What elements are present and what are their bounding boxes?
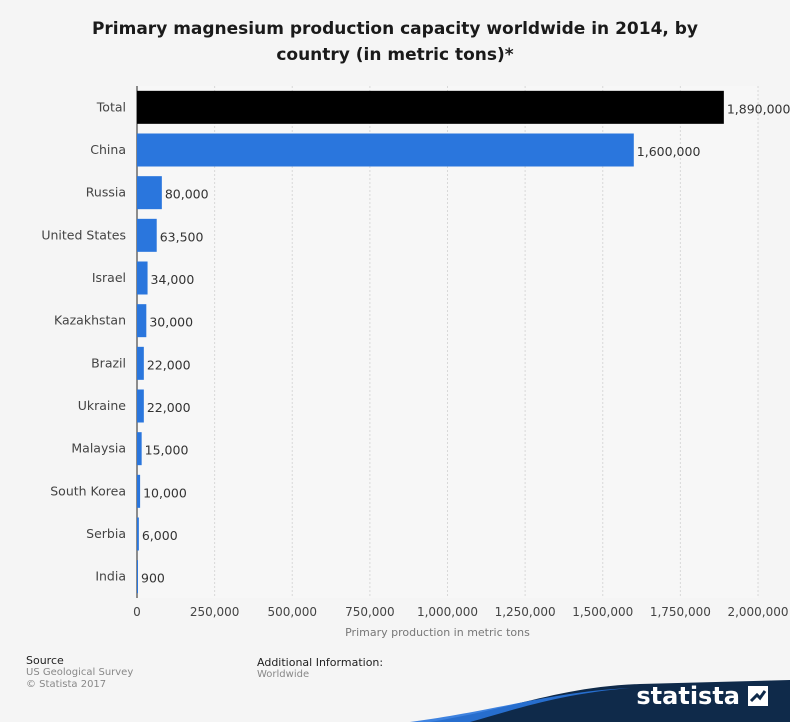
- x-tick-label: 1,750,000: [650, 605, 711, 619]
- source-block: Source US Geological Survey © Statista 2…: [26, 655, 133, 691]
- brand-name: statista: [636, 682, 740, 710]
- bar: [137, 90, 724, 124]
- bar: [137, 389, 144, 423]
- x-axis-label: Primary production in metric tons: [345, 626, 530, 639]
- category-label: Total: [96, 99, 126, 114]
- bar: [137, 432, 142, 466]
- bar: [137, 517, 139, 551]
- x-tick-label: 1,250,000: [495, 605, 556, 619]
- category-label: India: [95, 569, 126, 584]
- x-tick-label: 2,000,000: [727, 605, 788, 619]
- data-label: 6,000: [142, 528, 178, 543]
- category-label: Brazil: [91, 355, 126, 370]
- bar: [137, 346, 144, 380]
- bar: [137, 474, 141, 508]
- source-heading: Source: [26, 654, 64, 667]
- bar: [137, 261, 148, 295]
- additional-info-block: Additional Information: Worldwide: [257, 657, 383, 681]
- copyright-line: © Statista 2017: [26, 679, 107, 690]
- data-label: 22,000: [147, 400, 191, 415]
- bar: [137, 133, 634, 167]
- data-label: 15,000: [145, 443, 189, 458]
- category-label: Kazakhstan: [54, 313, 126, 328]
- data-label: 63,500: [160, 229, 204, 244]
- data-label: 30,000: [149, 315, 193, 330]
- x-tick-label: 0: [133, 605, 141, 619]
- x-tick-label: 1,000,000: [417, 605, 478, 619]
- bar: [137, 176, 162, 210]
- category-label: Israel: [92, 270, 126, 285]
- x-tick-label: 250,000: [190, 605, 240, 619]
- data-label: 900: [141, 571, 165, 586]
- bar: [137, 218, 157, 252]
- category-label: China: [90, 142, 126, 157]
- source-line: US Geological Survey: [26, 667, 134, 678]
- x-tick-label: 750,000: [345, 605, 395, 619]
- category-label: Malaysia: [71, 441, 126, 456]
- data-label: 1,600,000: [637, 144, 701, 159]
- category-label: United States: [41, 227, 126, 242]
- data-label: 80,000: [165, 187, 209, 202]
- x-tick-label: 500,000: [267, 605, 317, 619]
- data-label: 1,890,000: [727, 101, 790, 116]
- data-label: 10,000: [143, 485, 187, 500]
- bar: [137, 560, 138, 594]
- category-label: Serbia: [86, 526, 126, 541]
- additional-info-line: Worldwide: [257, 669, 310, 680]
- brand-wave: [410, 680, 790, 722]
- x-tick-label: 1,500,000: [572, 605, 633, 619]
- chart-title: Primary magnesium production capacity wo…: [91, 19, 699, 65]
- statista-logo-icon: [748, 686, 768, 706]
- additional-info-heading: Additional Information:: [257, 656, 384, 669]
- category-label: Russia: [86, 185, 126, 200]
- category-label: South Korea: [50, 483, 126, 498]
- statista-logo[interactable]: statista: [636, 682, 768, 710]
- data-label: 34,000: [151, 272, 195, 287]
- data-label: 22,000: [147, 357, 191, 372]
- bar-chart: 0 250,000 500,000 750,000 1,000,000 1,250,000…: [41, 86, 790, 639]
- bar: [137, 304, 147, 338]
- category-label: Ukraine: [78, 398, 127, 413]
